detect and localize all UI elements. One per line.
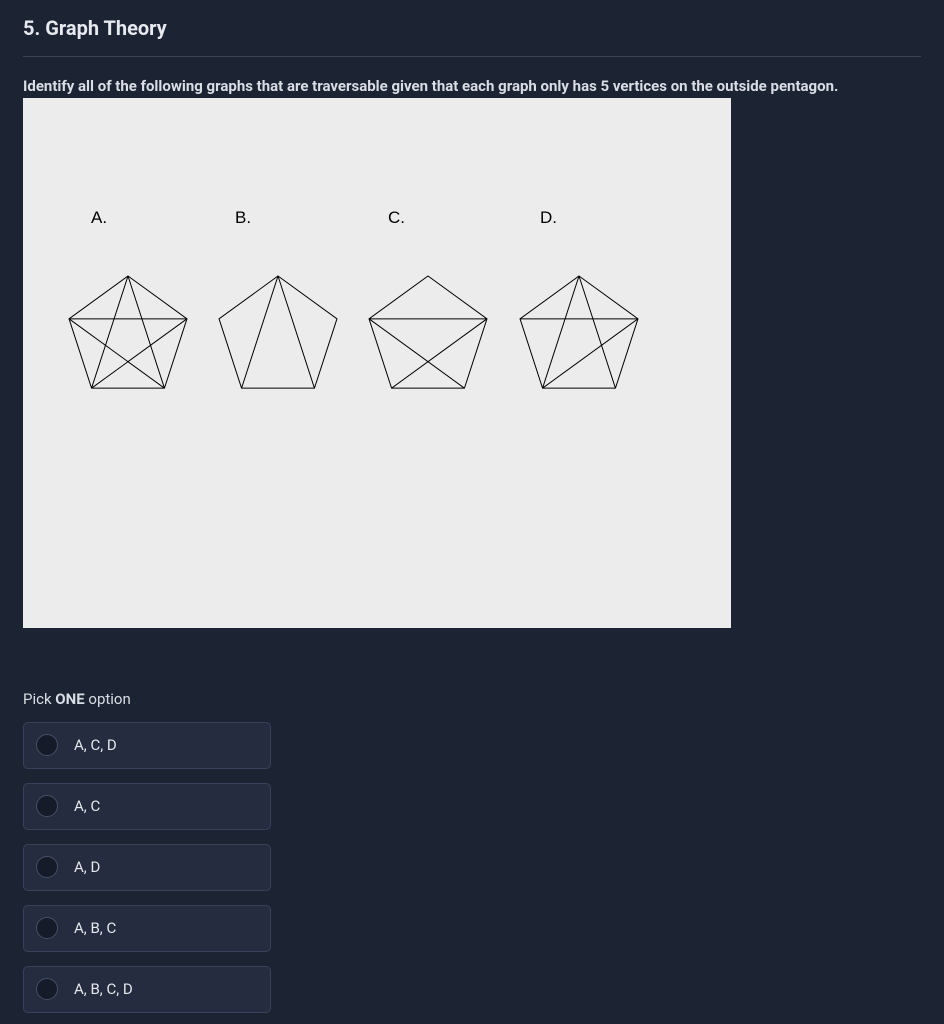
pentagon-outline-1 <box>219 276 337 388</box>
pentagon-diagonal <box>543 276 579 388</box>
pentagon-diagrams-svg <box>63 178 703 418</box>
pick-post: option <box>85 690 131 708</box>
radio-icon[interactable] <box>36 856 58 878</box>
radio-icon[interactable] <box>36 795 58 817</box>
option-4[interactable]: A, B, C, D <box>23 966 271 1013</box>
option-label: A, B, C <box>74 919 116 937</box>
pentagon-diagonal <box>278 276 314 388</box>
question-container: 5. Graph Theory Identify all of the foll… <box>0 0 944 1013</box>
diagram-image: A. B. C. D. <box>23 98 731 628</box>
option-label: A, C, D <box>74 736 117 754</box>
question-topic: Graph Theory <box>45 16 167 40</box>
radio-icon[interactable] <box>36 917 58 939</box>
options-list: A, C, D A, C A, D A, B, C A, B, C, D <box>23 722 921 1013</box>
pentagon-label-2: C. <box>388 208 405 228</box>
pentagon-diagonal <box>579 276 615 388</box>
question-number: 5. <box>23 16 40 40</box>
pentagon-label-3: D. <box>540 208 557 228</box>
question-title: 5. Graph Theory <box>23 14 921 42</box>
pentagon-label-0: A. <box>91 208 107 228</box>
option-label: A, D <box>74 858 100 876</box>
option-label: A, B, C, D <box>74 980 133 998</box>
pentagon-diagonal <box>369 318 464 387</box>
option-2[interactable]: A, D <box>23 844 271 891</box>
option-1[interactable]: A, C <box>23 783 271 830</box>
pentagon-diagonal <box>69 318 164 387</box>
pentagon-diagonal <box>392 318 487 387</box>
pentagon-diagonal <box>242 276 278 388</box>
question-prompt: Identify all of the following graphs tha… <box>23 75 921 98</box>
option-0[interactable]: A, C, D <box>23 722 271 769</box>
title-divider <box>23 56 921 57</box>
radio-icon[interactable] <box>36 734 58 756</box>
pick-instruction: Pick ONE option <box>23 690 921 708</box>
pick-emph: ONE <box>55 690 84 708</box>
option-label: A, C <box>74 797 100 815</box>
option-3[interactable]: A, B, C <box>23 905 271 952</box>
pick-pre: Pick <box>23 690 55 708</box>
pentagon-diagonal <box>128 276 164 388</box>
radio-icon[interactable] <box>36 978 58 1000</box>
pentagon-label-1: B. <box>235 208 251 228</box>
pentagon-diagonal <box>92 276 128 388</box>
pentagon-diagonal <box>92 318 187 387</box>
pentagon-diagonal <box>543 318 638 387</box>
